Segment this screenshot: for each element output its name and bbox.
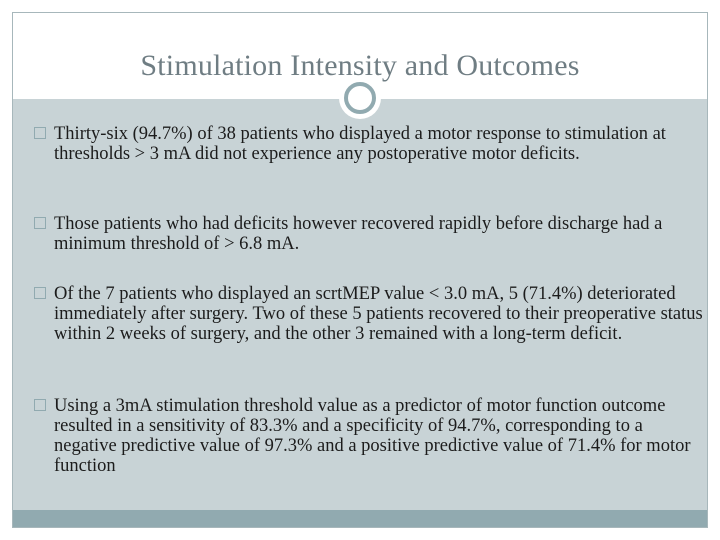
- square-bullet-icon: [34, 127, 46, 139]
- bullet-text: Thirty-six (94.7%) of 38 patients who di…: [54, 124, 666, 164]
- footer-bar: [13, 510, 707, 527]
- title-divider-left: [13, 98, 339, 99]
- square-bullet-icon: [34, 217, 46, 229]
- content-area: [13, 98, 707, 511]
- bullet-text: Using a 3mA stimulation threshold value …: [54, 396, 691, 476]
- bullet-text: Of the 7 patients who displayed an scrtM…: [54, 284, 703, 344]
- title-divider-right: [381, 98, 707, 99]
- square-bullet-icon: [34, 287, 46, 299]
- slide-title: Stimulation Intensity and Outcomes: [140, 49, 580, 82]
- ring-ornament-icon: [339, 77, 381, 119]
- slide-frame: [12, 12, 708, 528]
- square-bullet-icon: [34, 399, 46, 411]
- bullet-text: Those patients who had deficits however …: [54, 214, 663, 254]
